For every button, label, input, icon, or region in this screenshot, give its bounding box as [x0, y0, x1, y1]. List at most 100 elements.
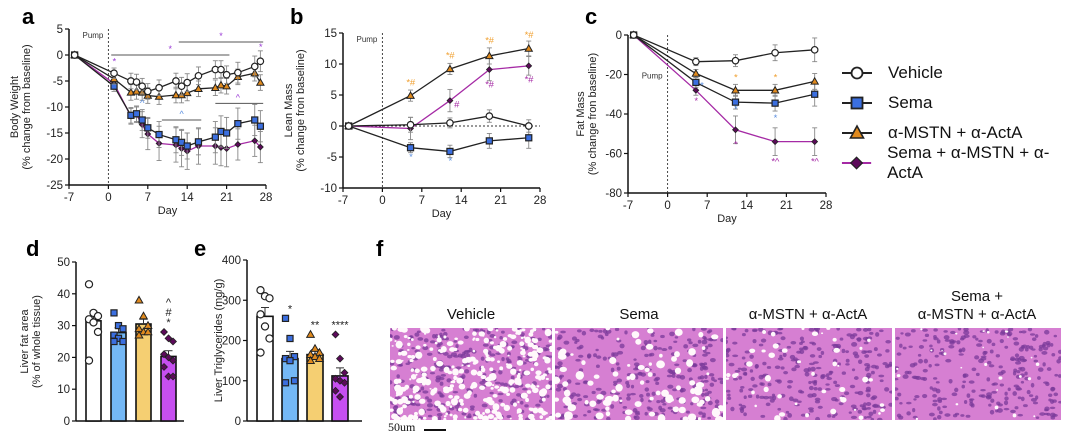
lipid-droplet: [480, 367, 486, 373]
nucleus: [897, 392, 902, 397]
nucleus: [1004, 396, 1009, 401]
lipid-droplet: [454, 337, 458, 340]
significance-label: ^: [179, 109, 184, 119]
series-vehicle: [629, 31, 819, 68]
nucleus: [870, 417, 875, 420]
lipid-droplet: [659, 353, 663, 358]
diamond-marker: [251, 137, 259, 145]
lipid-droplet: [390, 337, 393, 342]
nucleus: [446, 378, 452, 383]
lipid-droplet: [489, 357, 495, 362]
lipid-droplet: [439, 349, 444, 354]
nucleus: [463, 335, 469, 339]
nucleus: [820, 374, 826, 378]
nucleus: [633, 358, 637, 361]
lipid-droplet: [982, 330, 985, 333]
nucleus: [563, 340, 570, 345]
nucleus: [703, 337, 708, 341]
nucleus: [579, 344, 584, 349]
lipid-droplet: [896, 374, 901, 378]
lipid-droplet: [414, 411, 418, 416]
diamond-marker: [169, 337, 177, 346]
nucleus: [755, 394, 760, 399]
nucleus: [814, 397, 821, 402]
lipid-droplet: [532, 338, 539, 344]
lipid-droplet: [555, 376, 561, 384]
lipid-droplet: [595, 412, 604, 420]
significance-mark: *: [734, 72, 738, 83]
square-marker: [406, 144, 415, 152]
nucleus: [760, 414, 766, 418]
nucleus: [838, 402, 844, 406]
lipid-droplet: [393, 417, 396, 420]
nucleus: [510, 375, 515, 380]
nucleus: [879, 379, 884, 383]
x-axis-label: Day: [432, 208, 452, 220]
nucleus: [810, 366, 816, 372]
y-tick-label: -20: [46, 154, 63, 166]
nucleus: [436, 412, 443, 417]
nucleus: [700, 406, 707, 410]
square-marker-icon: [842, 96, 872, 110]
nucleus: [614, 392, 621, 395]
lipid-droplet: [499, 366, 504, 371]
lipid-droplet: [485, 356, 492, 362]
nucleus: [711, 376, 715, 381]
nucleus: [592, 408, 599, 411]
lipid-droplet: [436, 337, 442, 343]
lipid-droplet: [536, 347, 544, 354]
diamond-marker: [336, 392, 344, 401]
nucleus: [974, 355, 980, 360]
nucleus: [820, 350, 825, 356]
nucleus: [429, 340, 436, 344]
nucleus: [935, 381, 940, 384]
nucleus: [799, 341, 803, 346]
nucleus: [426, 403, 434, 408]
lipid-droplet: [794, 402, 798, 406]
bar-group: ^#*: [160, 297, 177, 422]
lipid-droplet: [409, 378, 412, 381]
nucleus: [575, 382, 581, 385]
lipid-droplet: [726, 372, 731, 378]
lipid-droplet: [423, 343, 427, 347]
lipid-droplet: [943, 352, 947, 356]
lipid-droplet: [490, 387, 494, 390]
scale-bar: [424, 429, 446, 431]
lipid-droplet: [459, 368, 465, 374]
triangle-marker: [406, 91, 416, 99]
lipid-droplet: [393, 378, 400, 385]
lipid-droplet: [434, 341, 438, 345]
lipid-droplet: [492, 403, 500, 411]
triangle-marker: [691, 68, 701, 77]
nucleus: [913, 362, 918, 366]
nucleus: [861, 405, 867, 411]
lipid-droplet: [879, 403, 885, 407]
nucleus: [727, 396, 732, 400]
square-marker: [183, 142, 191, 150]
nucleus: [626, 396, 631, 401]
lipid-droplet: [559, 348, 567, 355]
nucleus: [417, 337, 424, 341]
nucleus: [938, 410, 943, 415]
lipid-droplet: [525, 383, 531, 388]
square-marker: [110, 309, 118, 317]
circle-marker: [256, 286, 265, 295]
square-marker: [211, 133, 219, 141]
lipid-droplet: [422, 416, 427, 420]
histology-image-sema: [555, 328, 723, 420]
nucleus: [648, 353, 652, 357]
lipid-droplet: [542, 356, 548, 360]
nucleus: [645, 380, 650, 384]
lipid-droplet: [559, 366, 567, 373]
lipid-droplet: [417, 378, 424, 384]
nucleus: [961, 384, 965, 389]
nucleus: [700, 328, 707, 331]
nucleus: [414, 332, 420, 337]
lipid-droplet: [763, 386, 769, 393]
circle-marker: [132, 78, 141, 86]
bar-group: **: [305, 319, 325, 422]
square-marker: [155, 130, 163, 139]
nucleus: [1050, 342, 1054, 347]
nucleus: [958, 353, 964, 356]
bar-group: [134, 295, 153, 422]
